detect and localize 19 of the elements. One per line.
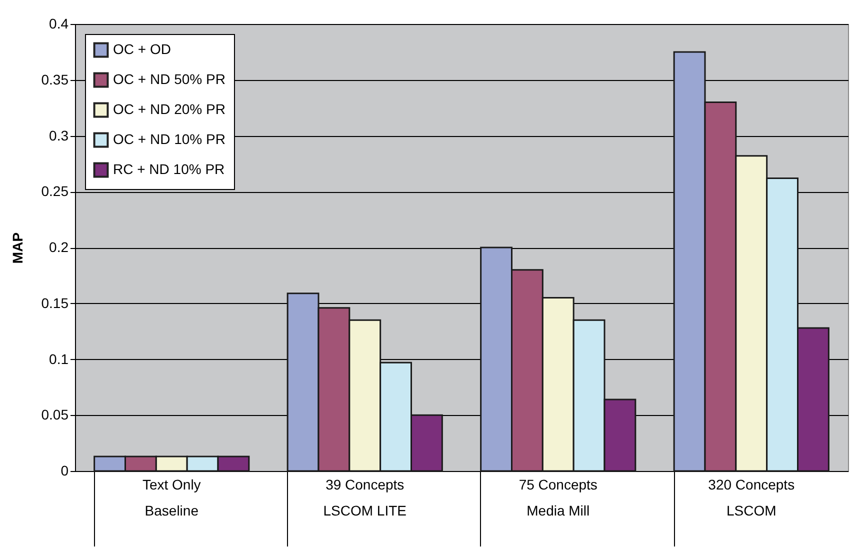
legend-label: OC + OD bbox=[113, 41, 171, 57]
y-tick-label: 0.35 bbox=[41, 71, 69, 88]
legend-label: OC + ND 10% PR bbox=[113, 131, 226, 147]
legend-label: RC + ND 10% PR bbox=[113, 161, 225, 177]
y-tick-label: 0.2 bbox=[49, 239, 69, 255]
legend-label: OC + ND 50% PR bbox=[113, 71, 226, 87]
y-axis-title: MAP bbox=[9, 232, 26, 264]
x-tick-label: 320 Concepts LSCOM bbox=[708, 476, 795, 518]
y-tick-label: 0.25 bbox=[41, 183, 69, 200]
y-tick-label: 0.3 bbox=[49, 127, 69, 144]
y-tick-label: 0.1 bbox=[49, 350, 69, 367]
x-tick-label: Text Only Baseline bbox=[142, 476, 201, 518]
y-tick-label: 0.15 bbox=[41, 294, 69, 311]
x-tick-label: 39 Concepts LSCOM LITE bbox=[323, 476, 406, 518]
x-tick-label: 75 Concepts Media Mill bbox=[518, 476, 598, 518]
y-tick-label: 0.05 bbox=[41, 406, 69, 423]
y-tick-label: 0 bbox=[60, 462, 69, 478]
y-tick-label: 0.4 bbox=[49, 16, 69, 32]
legend-label: OC + ND 20% PR bbox=[113, 101, 226, 117]
